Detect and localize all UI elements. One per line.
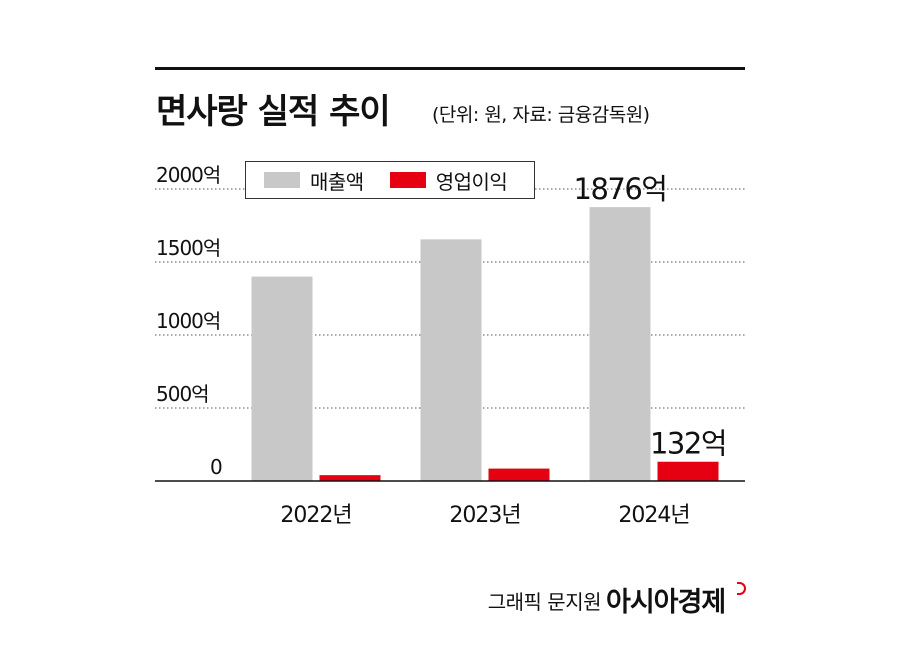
brand-mark-icon xyxy=(737,582,746,595)
x-tick-label-1: 2023년 xyxy=(449,503,520,528)
y-tick-label-3: 1500억 xyxy=(156,236,220,260)
graphic-credit: 그래픽 문지원 xyxy=(487,590,602,614)
legend-item-operating-profit: 영업이익 xyxy=(389,166,508,195)
brand-logo-text: 아시아경제 xyxy=(606,587,726,618)
x-tick-label-2: 2024년 xyxy=(618,503,689,528)
bar-operating-profit-0 xyxy=(319,475,381,481)
bar-sales-2 xyxy=(589,207,651,481)
y-tick-label-0: 0 xyxy=(210,455,222,479)
top-rule xyxy=(155,67,745,70)
y-tick-label-1: 500억 xyxy=(156,382,209,406)
legend-swatch-operating-profit xyxy=(389,172,426,188)
y-tick-label-2: 1000억 xyxy=(156,309,220,333)
bar-operating-profit-2 xyxy=(657,461,719,481)
bar-sales-0 xyxy=(251,276,313,481)
legend-item-sales: 매출액 xyxy=(264,166,364,195)
chart-title: 면사랑 실적 추이 xyxy=(156,92,391,132)
y-tick-label-4: 2000억 xyxy=(156,163,220,187)
data-label-0: 1876억 xyxy=(574,172,667,206)
legend-label-operating-profit: 영업이익 xyxy=(435,169,508,194)
x-tick-label-0: 2022년 xyxy=(280,503,351,528)
legend-label-sales: 매출액 xyxy=(310,169,364,194)
chart-subtitle: (단위: 원, 자료: 금융감독원) xyxy=(432,104,650,126)
bar-operating-profit-1 xyxy=(488,468,550,481)
legend: 매출액 영업이익 xyxy=(245,161,535,199)
data-label-1: 132억 xyxy=(650,427,726,461)
bar-sales-1 xyxy=(420,239,482,481)
legend-swatch-sales xyxy=(264,172,300,188)
